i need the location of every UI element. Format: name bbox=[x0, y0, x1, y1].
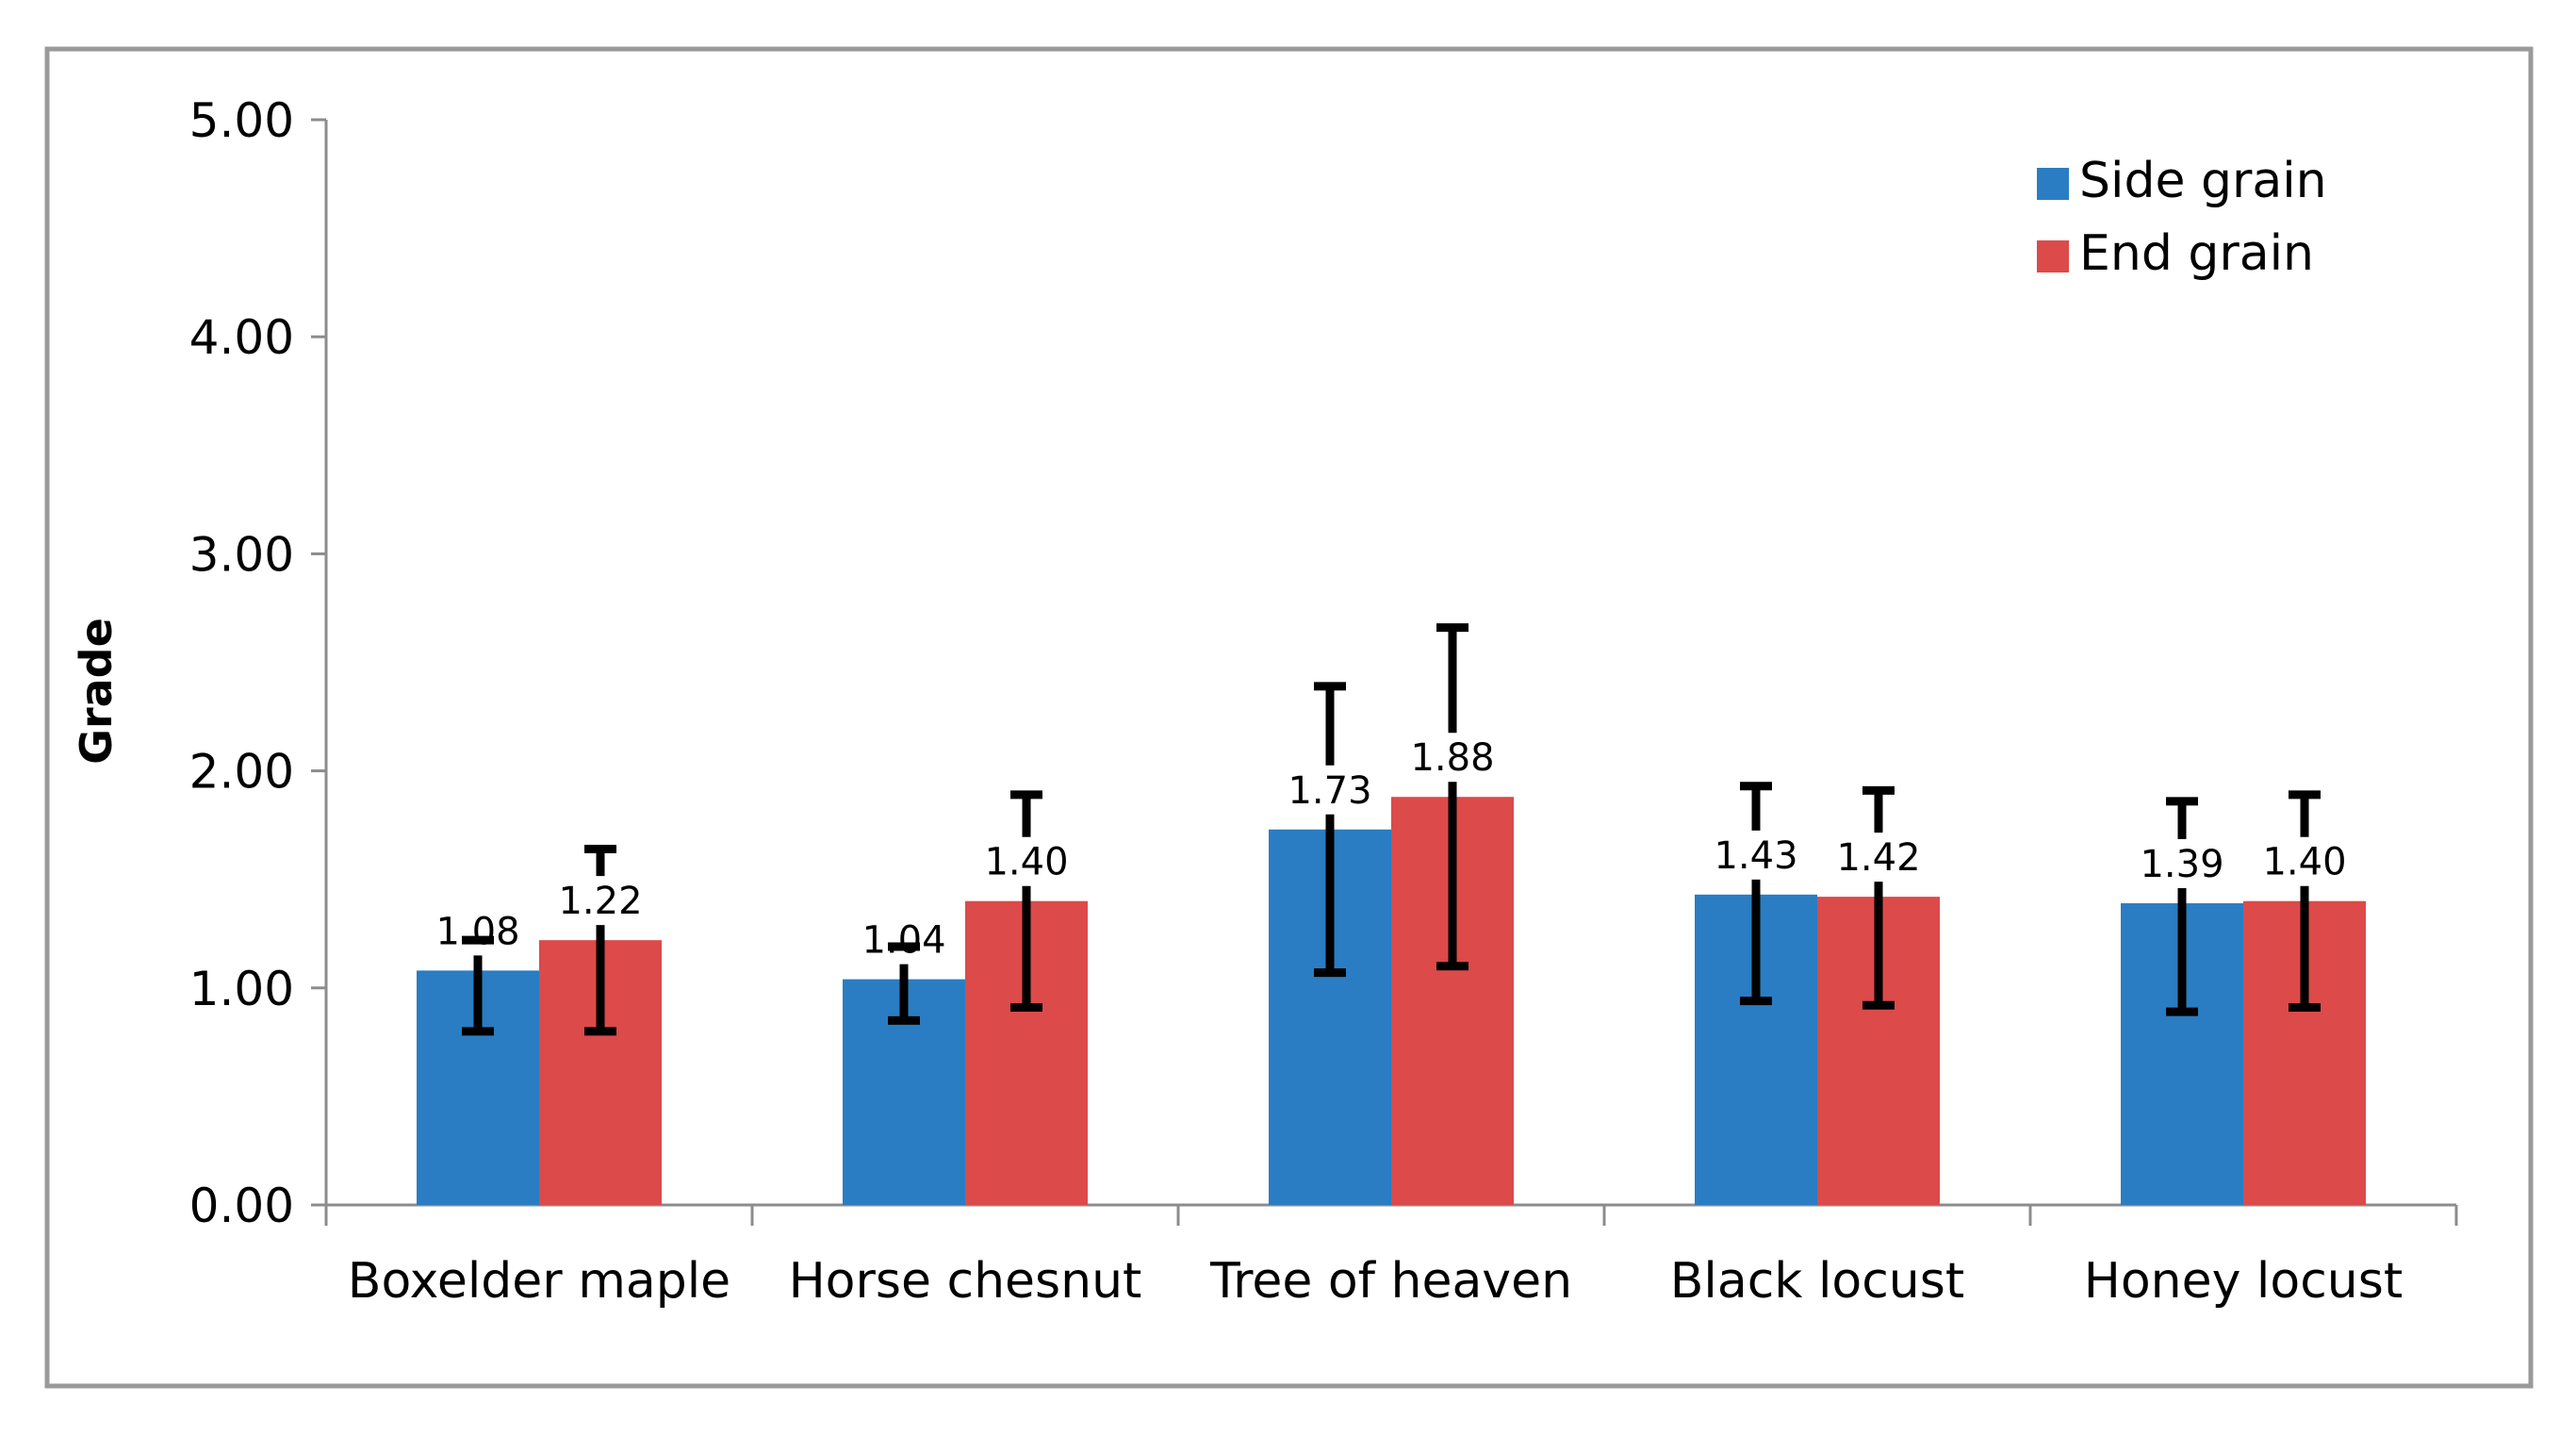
legend: Side grain End grain bbox=[2037, 153, 2327, 282]
y-tick-label: 0.00 bbox=[189, 1179, 294, 1233]
y-tick-label: 4.00 bbox=[189, 310, 294, 365]
y-tick-label: 5.00 bbox=[189, 93, 294, 148]
x-tick-label: Tree of heaven bbox=[1209, 1253, 1572, 1310]
data-label-end-grain: 1.40 bbox=[2262, 841, 2346, 884]
y-tick-label: 1.00 bbox=[189, 962, 294, 1016]
data-label-end-grain: 1.42 bbox=[1836, 836, 1920, 880]
data-label-side-grain: 1.39 bbox=[2140, 843, 2223, 886]
x-tick-label: Horse chesnut bbox=[789, 1253, 1142, 1310]
data-label-end-grain: 1.40 bbox=[984, 841, 1068, 884]
y-tick-label: 3.00 bbox=[189, 527, 294, 582]
data-label-side-grain: 1.04 bbox=[861, 919, 945, 963]
legend-label-side-grain: Side grain bbox=[2079, 153, 2327, 209]
legend-swatch-side-grain bbox=[2037, 168, 2069, 200]
data-label-end-grain: 1.22 bbox=[558, 880, 642, 923]
x-tick-label: Boxelder maple bbox=[348, 1253, 730, 1310]
x-tick-label: Honey locust bbox=[2084, 1253, 2403, 1310]
data-label-side-grain: 1.08 bbox=[435, 910, 519, 953]
x-axis: Boxelder maple Horse chesnut Tree of heave… bbox=[324, 1203, 2458, 1310]
y-axis: 0.00 1.00 2.00 3.00 4.00 5.00 bbox=[189, 93, 328, 1233]
data-labels: 1.08 1.04 1.73 1.43 1.39 1.22 1.40 1.88 1.42 1.40 bbox=[435, 736, 2346, 962]
bars bbox=[417, 797, 2366, 1205]
error-bars bbox=[462, 623, 2321, 1036]
legend-label-end-grain: End grain bbox=[2079, 225, 2314, 282]
data-label-side-grain: 1.73 bbox=[1288, 769, 1371, 813]
legend-swatch-end-grain bbox=[2037, 240, 2069, 272]
y-axis-title: Grade bbox=[71, 618, 122, 765]
x-tick-label: Black locust bbox=[1670, 1253, 1965, 1310]
y-tick-label: 2.00 bbox=[189, 745, 294, 800]
data-label-side-grain: 1.43 bbox=[1714, 834, 1797, 878]
data-label-end-grain: 1.88 bbox=[1410, 736, 1494, 780]
